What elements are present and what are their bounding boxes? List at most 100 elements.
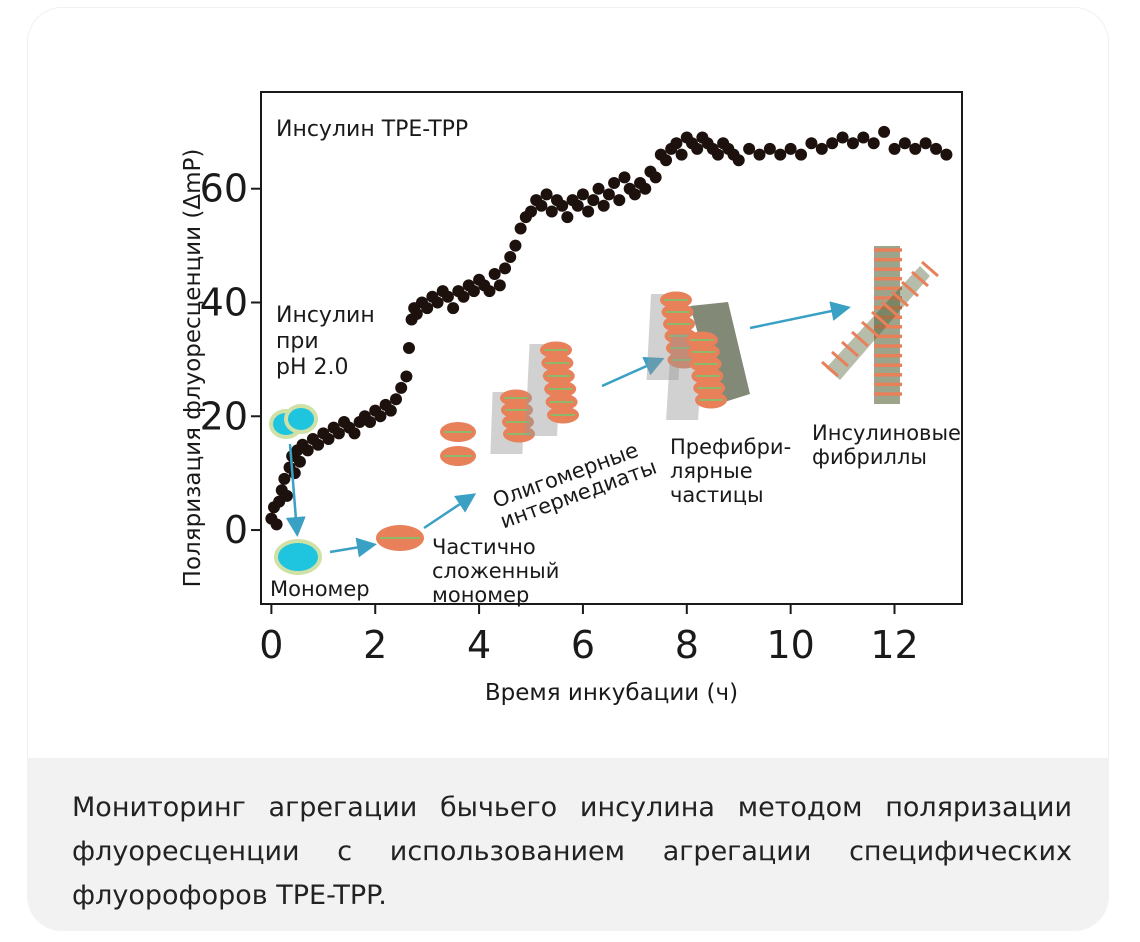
data-point	[784, 142, 797, 155]
ph-label-line: при	[276, 329, 319, 354]
data-point	[649, 171, 662, 184]
data-point	[857, 131, 870, 144]
data-point	[743, 142, 756, 155]
data-point	[447, 302, 460, 315]
partially-folded-label-line: мономер	[432, 583, 529, 607]
plot-frame	[260, 91, 963, 605]
data-point	[732, 154, 745, 167]
data-point	[540, 188, 553, 201]
chart: 0 2 4 6 8 10 12 0 20 40 60 Время инкубации (ч) Поляр…	[180, 91, 963, 706]
data-point	[301, 444, 314, 457]
data-point	[400, 370, 413, 383]
monomer-shape	[284, 404, 318, 434]
data-point	[691, 142, 704, 155]
x-tick-label: 2	[363, 623, 387, 667]
x-axis-label: Время инкубации (ч)	[485, 680, 738, 706]
prefibrillar-label-line: частицы	[670, 483, 764, 507]
x-tick-label: 6	[571, 623, 595, 667]
data-point	[493, 279, 506, 292]
data-point	[774, 148, 787, 161]
data-point	[488, 268, 501, 281]
data-point	[332, 427, 345, 440]
figure-caption: Мониторинг агрегации бычьего инсулина ме…	[72, 792, 1072, 911]
data-point	[556, 199, 569, 212]
data-point	[431, 296, 444, 309]
data-point	[888, 142, 901, 155]
data-point	[288, 467, 301, 480]
fibril-segment	[921, 260, 939, 278]
y-tick-label: 0	[224, 508, 248, 552]
data-point	[571, 199, 584, 212]
data-point	[322, 433, 335, 446]
prefibrillar-label-line: Префибри-	[670, 435, 791, 459]
fibril-label-line: фибриллы	[812, 445, 927, 469]
data-point	[826, 137, 839, 150]
fibril-segment	[911, 270, 929, 288]
fibril-segment	[871, 310, 889, 328]
monomer-shape	[274, 539, 322, 575]
data-point	[364, 415, 377, 428]
data-point	[867, 137, 880, 150]
data-point	[545, 205, 558, 218]
fibril-segment	[891, 290, 909, 308]
fibril-segment	[861, 320, 879, 338]
fibril-segment	[851, 330, 869, 348]
data-point	[815, 142, 828, 155]
fibril-segment	[831, 350, 849, 368]
data-point	[384, 404, 397, 417]
data-point	[525, 205, 538, 218]
y-tick-label: 40	[200, 280, 248, 324]
data-point	[293, 455, 306, 468]
data-point	[628, 188, 641, 201]
fibril-segment	[821, 360, 839, 378]
data-point	[374, 410, 387, 423]
data-point	[504, 250, 517, 263]
data-point	[898, 137, 911, 150]
ph-label-line: pH 2.0	[276, 355, 349, 380]
partially-folded-label-line: Частично	[432, 535, 536, 559]
data-point	[670, 137, 683, 150]
data-point	[483, 285, 496, 298]
data-point	[587, 194, 600, 207]
data-point	[535, 199, 548, 212]
data-point	[639, 182, 652, 195]
y-tick-label: 20	[200, 394, 248, 438]
data-point	[805, 137, 818, 150]
chart-title: Инсулин TPE-TPP	[276, 117, 468, 142]
partially-folded-label-line: сложенный	[432, 559, 559, 583]
data-point	[509, 239, 522, 252]
data-point	[878, 125, 891, 138]
figure-card: 0 2 4 6 8 10 12 0 20 40 60 Время инкубации (ч) Поляр…	[28, 8, 1108, 930]
data-point	[402, 342, 415, 354]
data-point	[592, 182, 605, 195]
data-point	[457, 290, 470, 303]
pathway-arrow	[423, 493, 477, 530]
data-point	[763, 142, 776, 155]
data-point	[618, 171, 631, 184]
data-point	[280, 489, 293, 502]
prefibrillar-label-line: лярные	[670, 459, 753, 483]
pathway-arrow	[285, 443, 306, 537]
x-tick-label: 4	[467, 623, 491, 667]
data-point	[608, 177, 621, 190]
data-point	[576, 188, 589, 201]
data-point	[597, 199, 610, 212]
fibril-segment	[881, 300, 899, 318]
data-point	[561, 211, 574, 224]
data-point	[940, 148, 953, 161]
ph-label-line: Инсулин	[276, 303, 375, 328]
data-point	[395, 381, 408, 394]
data-point	[846, 137, 859, 150]
pathway-arrow	[601, 357, 665, 388]
pathway-arrow	[329, 537, 377, 558]
data-point	[613, 194, 626, 207]
data-point	[312, 438, 325, 451]
data-point	[836, 131, 849, 144]
monomer-label: Мономер	[270, 577, 370, 601]
data-point	[278, 472, 291, 485]
data-point	[348, 427, 361, 440]
fibril-segment	[901, 280, 919, 298]
data-point	[390, 393, 403, 406]
fibril-label-line: Инсулиновые	[812, 421, 961, 445]
y-axis-label: Поляризация флуоресценции (ΔmP)	[180, 149, 206, 588]
